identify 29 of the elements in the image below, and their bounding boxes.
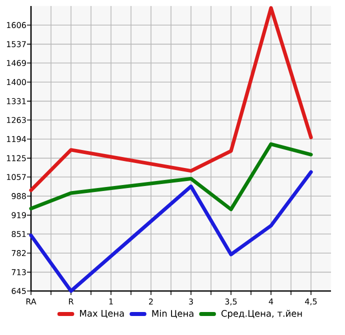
y-tick-label: 645 bbox=[12, 288, 26, 294]
line-series bbox=[29, 6, 313, 192]
y-tick-label: 782 bbox=[12, 250, 26, 256]
y-tick-label: 1400 bbox=[6, 79, 26, 86]
y-tick-label: 1469 bbox=[6, 60, 26, 66]
y-tick-label: 1263 bbox=[6, 116, 26, 124]
x-tick-label: 4 bbox=[268, 298, 274, 304]
x-tick-label: RA bbox=[26, 298, 36, 304]
line-series bbox=[29, 142, 313, 212]
y-tick-label: 1331 bbox=[6, 98, 26, 104]
legend-label: Max Цена bbox=[80, 310, 124, 318]
x-tick-label: 3,5 bbox=[225, 298, 237, 306]
y-tick-label: 988 bbox=[12, 193, 26, 200]
line-series bbox=[29, 170, 313, 293]
y-tick-label: 851 bbox=[12, 230, 26, 238]
y-tick-label: 919 bbox=[12, 212, 26, 218]
y-tick-label: 1125 bbox=[6, 155, 26, 162]
x-tick-label: 1 bbox=[109, 298, 113, 304]
y-tick-label: 713 bbox=[12, 269, 26, 276]
x-tick-label: 3 bbox=[189, 298, 193, 305]
y-tick-label: 1194 bbox=[6, 136, 26, 142]
legend-label: Min Цена bbox=[152, 310, 194, 318]
legend-label: Сред.Цена, т.йен bbox=[221, 310, 302, 319]
y-tick-label: 1606 bbox=[6, 22, 26, 28]
x-tick-label: 4,5 bbox=[305, 298, 317, 306]
x-tick-label: 2 bbox=[149, 298, 153, 304]
y-tick-label: 1057 bbox=[6, 174, 26, 180]
y-tick-label: 1537 bbox=[6, 41, 26, 48]
x-tick-label: R bbox=[69, 298, 74, 304]
